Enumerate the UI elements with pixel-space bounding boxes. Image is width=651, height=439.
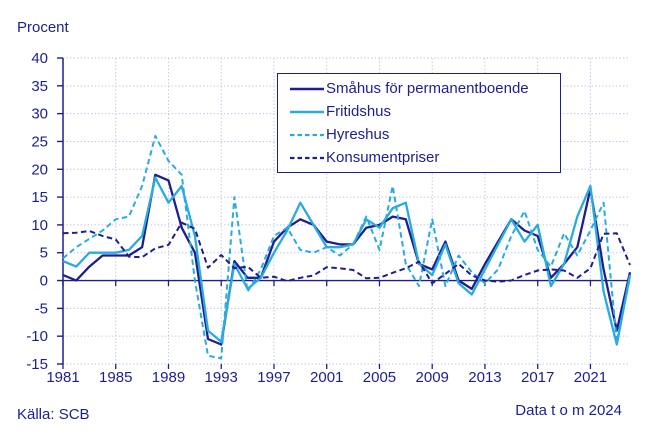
x-axis-tick-label: 1985: [99, 369, 132, 386]
y-axis-title: Procent: [17, 19, 69, 36]
y-axis-tick-label: 25: [31, 133, 48, 150]
y-axis-tick-label: -5: [35, 300, 48, 317]
x-axis-tick-label: 1993: [205, 369, 238, 386]
legend-label-smahus: Småhus för permanentboende: [326, 80, 529, 97]
legend-item-fritidshus: Fritidshus: [290, 103, 552, 120]
y-axis-tick-label: 40: [31, 50, 48, 67]
y-axis-tick-label: 0: [40, 273, 48, 290]
x-axis-tick-label: 2009: [416, 369, 449, 386]
y-axis-tick-label: 10: [31, 217, 48, 234]
y-axis-tick-label: 30: [31, 106, 48, 123]
x-axis-tick-label: 1981: [46, 369, 79, 386]
legend-line-sample-fritidshus: [290, 110, 324, 113]
y-axis-tick-label: 20: [31, 161, 48, 178]
legend-line-sample-hyreshus: [290, 133, 324, 136]
x-axis-tick-label: 1997: [257, 369, 290, 386]
series-line-2: [62, 134, 631, 360]
series-line-3: [62, 221, 631, 285]
legend-item-hyreshus: Hyreshus: [290, 126, 552, 143]
x-axis-tick-label: 2013: [468, 369, 501, 386]
legend-item-smahus: Småhus för permanentboende: [290, 80, 552, 97]
y-axis-tick-label: 5: [40, 245, 48, 262]
data-note-label: Data t o m 2024: [515, 402, 622, 419]
x-axis-tick-label: 2005: [363, 369, 396, 386]
legend-item-konsumentpriser: Konsumentpriser: [290, 149, 552, 166]
legend-label-fritidshus: Fritidshus: [326, 103, 392, 120]
y-axis-tick-label: -15: [26, 356, 48, 373]
legend-label-hyreshus: Hyreshus: [326, 126, 390, 143]
y-axis-tick-label: 15: [31, 189, 48, 206]
x-axis-tick-label: 2017: [521, 369, 554, 386]
legend-box: Småhus för permanentboende Fritidshus Hy…: [277, 73, 561, 173]
y-axis-tick-label: 35: [31, 78, 48, 95]
legend-line-sample-smahus: [290, 87, 324, 90]
x-axis-tick-label: 2021: [574, 369, 607, 386]
legend-label-konsumentpriser: Konsumentpriser: [326, 149, 440, 166]
series-line-0: [62, 173, 632, 346]
source-label: Källa: SCB: [17, 406, 90, 423]
y-axis-tick-label: -10: [26, 328, 48, 345]
x-axis-tick-label: 1989: [152, 369, 185, 386]
x-axis-tick-label: 2001: [310, 369, 343, 386]
legend-line-sample-konsumentpriser: [290, 156, 324, 159]
series-line-1: [62, 176, 632, 346]
